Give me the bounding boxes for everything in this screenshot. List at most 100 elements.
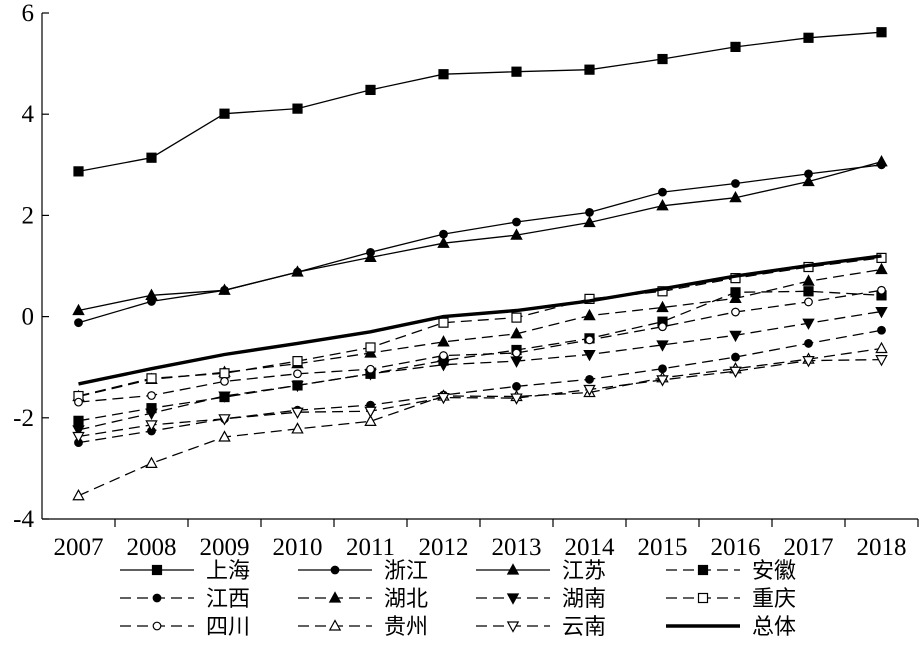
data-point bbox=[146, 373, 157, 384]
data-point bbox=[512, 382, 521, 391]
data-point bbox=[584, 64, 595, 75]
data-point bbox=[729, 190, 742, 203]
data-point bbox=[292, 356, 303, 367]
data-point bbox=[437, 236, 450, 248]
data-point bbox=[364, 414, 377, 426]
data-point bbox=[729, 330, 742, 343]
axes: -4 -2 0 2 4 6 2007 2008 2009 2010 2011 2012 2013 2014… bbox=[13, 0, 919, 561]
data-point bbox=[585, 374, 594, 384]
data-point bbox=[291, 380, 304, 393]
series-line bbox=[78, 164, 882, 324]
data-point bbox=[291, 407, 304, 419]
data-point bbox=[875, 355, 888, 367]
data-point bbox=[875, 341, 888, 354]
data-point bbox=[512, 217, 521, 227]
data-point bbox=[804, 297, 813, 307]
data-point bbox=[585, 207, 594, 217]
legend-item: 重庆 bbox=[666, 587, 796, 612]
series-line bbox=[78, 254, 882, 386]
data-point bbox=[510, 327, 523, 339]
data-point bbox=[656, 375, 669, 387]
data-point bbox=[657, 53, 668, 65]
data-point bbox=[72, 431, 85, 444]
data-point bbox=[291, 265, 304, 277]
data-point bbox=[510, 228, 523, 240]
x-tick-label: 2008 bbox=[127, 534, 177, 561]
data-point bbox=[656, 199, 669, 211]
x-tick-label: 2011 bbox=[346, 534, 395, 561]
legend-item: 四川 bbox=[120, 615, 250, 640]
legend-label: 贵州 bbox=[384, 615, 428, 640]
data-point bbox=[72, 303, 85, 316]
legend-item: 江苏 bbox=[476, 559, 606, 584]
data-point bbox=[585, 335, 594, 345]
data-point bbox=[658, 187, 667, 197]
data-point bbox=[437, 335, 450, 347]
series-1 bbox=[74, 160, 886, 328]
data-point bbox=[802, 274, 815, 286]
legend-item: 江西 bbox=[120, 587, 250, 612]
data-point bbox=[583, 308, 596, 321]
data-point bbox=[145, 408, 158, 420]
legend-label: 江苏 bbox=[562, 559, 606, 584]
series-line bbox=[78, 161, 882, 312]
legend-item: 湖北 bbox=[298, 587, 428, 612]
x-tick-label: 2016 bbox=[711, 534, 761, 561]
series-10 bbox=[72, 355, 888, 444]
data-point bbox=[731, 352, 740, 362]
data-point bbox=[802, 318, 815, 330]
y-tick-label: 2 bbox=[22, 202, 35, 229]
legend-label: 总体 bbox=[752, 615, 796, 640]
data-point bbox=[437, 360, 450, 372]
data-point bbox=[875, 155, 888, 167]
series-8 bbox=[74, 285, 886, 407]
series-11 bbox=[78, 254, 882, 386]
legend-swatch-marker bbox=[328, 619, 342, 631]
legend-swatch-marker bbox=[506, 563, 520, 575]
series-7 bbox=[73, 252, 887, 402]
data-point bbox=[802, 356, 815, 368]
data-point bbox=[658, 322, 667, 332]
data-point bbox=[218, 430, 231, 442]
data-point bbox=[218, 391, 231, 403]
data-point bbox=[803, 286, 814, 297]
data-point bbox=[877, 325, 886, 335]
legend-swatch-marker bbox=[152, 621, 162, 631]
legend-swatch-marker bbox=[151, 564, 163, 576]
data-point bbox=[74, 397, 83, 407]
legend-label: 湖北 bbox=[384, 587, 428, 612]
series-line bbox=[78, 268, 882, 398]
data-point bbox=[74, 318, 83, 328]
y-tick-label: 4 bbox=[22, 101, 35, 128]
data-point bbox=[512, 348, 521, 358]
data-point bbox=[510, 356, 523, 368]
data-point bbox=[220, 376, 229, 386]
data-point bbox=[730, 41, 741, 53]
legend-item: 浙江 bbox=[298, 559, 428, 584]
data-point bbox=[729, 366, 742, 378]
data-point bbox=[731, 179, 740, 188]
data-point bbox=[511, 66, 522, 77]
y-tick-label: 6 bbox=[22, 0, 35, 27]
data-point bbox=[218, 283, 231, 295]
x-tick-label: 2009 bbox=[200, 534, 250, 561]
legend-swatch-marker bbox=[328, 591, 342, 603]
legend-label: 江西 bbox=[206, 587, 250, 612]
series-3 bbox=[73, 286, 887, 426]
data-point bbox=[72, 425, 85, 437]
legend-swatch-marker bbox=[506, 621, 520, 633]
data-point bbox=[146, 152, 157, 163]
x-tick-label: 2010 bbox=[273, 534, 323, 561]
data-point bbox=[73, 415, 84, 426]
legend-item: 总体 bbox=[666, 615, 796, 640]
legend-swatch-marker bbox=[330, 565, 340, 575]
series-line bbox=[78, 257, 882, 397]
legend-item: 安徽 bbox=[666, 559, 796, 584]
data-point bbox=[876, 27, 887, 38]
series-line bbox=[78, 289, 882, 403]
data-point bbox=[438, 69, 449, 80]
legend-swatch-marker bbox=[697, 564, 709, 576]
legend-swatch-marker bbox=[506, 593, 520, 605]
data-point bbox=[803, 32, 814, 43]
